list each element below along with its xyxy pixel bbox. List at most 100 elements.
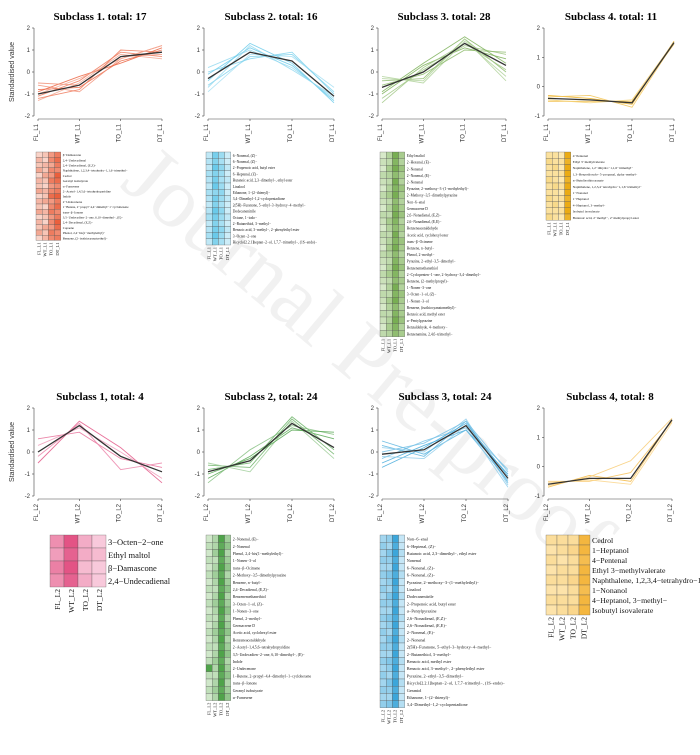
x-tick-label: FL_L1 — [34, 123, 40, 141]
heatmap-cell — [552, 213, 559, 221]
heatmap-cell — [392, 700, 399, 708]
heatmap-row-label: 2,6−Nonadienal, (E,E)− — [407, 623, 448, 629]
heatmap-row-label: Germacrene D — [233, 624, 255, 628]
panel-title: Subclass 3, total: 24 — [399, 391, 492, 403]
heatmap-row-label: 4−Heptanol, 3−methyl− — [592, 596, 668, 605]
heatmap-cell — [35, 198, 43, 205]
heatmap-cell — [91, 573, 107, 588]
heatmap-cell — [218, 570, 225, 579]
heatmap-cell — [558, 151, 565, 159]
heatmap-cell — [392, 542, 399, 550]
x-tick-label: TO_L2 — [288, 503, 294, 522]
heatmap-cell — [218, 678, 225, 687]
heatmap-cell — [218, 534, 225, 543]
heatmap-cell — [398, 570, 405, 579]
heatmap-cell — [218, 621, 225, 629]
heatmap-cell — [42, 209, 49, 215]
heatmap-row-label: Benzene, (2−methylpropyl)− — [407, 280, 449, 285]
heatmap-cell — [398, 297, 405, 304]
heatmap-cell — [379, 297, 387, 304]
heatmap-cell — [77, 560, 93, 575]
heatmap-row-label: 1−Nonen−3−one — [233, 610, 259, 614]
heatmap-cell — [392, 244, 399, 252]
heatmap-cell — [379, 556, 387, 564]
heatmap-cell — [205, 578, 213, 586]
y-tick-label: 0 — [537, 85, 541, 91]
heatmap-cell — [398, 585, 405, 593]
heatmap-cell — [212, 657, 219, 665]
x-tick-label: TO_L2 — [462, 503, 468, 522]
x-tick-label: DT_L2 — [668, 503, 674, 522]
heatmap-cell — [392, 549, 399, 557]
heatmap-cell — [224, 606, 231, 615]
heatmap-col-label: TO_L1 — [393, 339, 398, 352]
heatmap-cell — [218, 592, 225, 600]
heatmap-cell — [218, 686, 225, 694]
x-tick-label: WT_L2 — [585, 503, 591, 523]
heatmap-cell — [224, 164, 231, 171]
heatmap-row-label: Bicyclo[2.2.1]heptan−2−ol, 1,7,7−trimeth… — [233, 241, 317, 246]
heatmap-cell — [398, 650, 405, 658]
heatmap-cell — [48, 157, 55, 163]
heatmap: β−Damascone2,4−Undecadienal2,4−Undecadie… — [35, 151, 129, 257]
heatmap-cell — [567, 594, 580, 606]
heatmap-cell — [398, 277, 405, 285]
heatmap-col-label: DT_L1 — [565, 222, 570, 235]
heatmap-row-label: 2,4−Undecadienal, (E,Z)− — [63, 163, 97, 168]
heatmap-cell — [379, 171, 387, 179]
heatmap-cell — [205, 570, 213, 579]
heatmap-cell — [545, 207, 553, 215]
heatmap-cell — [212, 678, 219, 687]
heatmap-row-label: 2,4−Undecadienal — [108, 576, 171, 586]
heatmap-cell — [54, 177, 61, 184]
heatmap-row-label: 1−Nonen−3−ol — [407, 299, 429, 303]
x-tick-label: TO_L2 — [627, 503, 633, 522]
heatmap-cell — [212, 542, 219, 550]
heatmap-cell — [398, 217, 405, 225]
heatmap-cell — [218, 657, 225, 665]
heatmap-cell — [224, 213, 231, 221]
heatmap-cell — [392, 158, 399, 166]
heatmap-cell — [392, 693, 399, 701]
heatmap-cell — [398, 257, 405, 265]
heatmap-cell — [392, 237, 399, 245]
heatmap-cell — [392, 614, 399, 622]
heatmap-cell — [379, 578, 387, 586]
heatmap-cell — [224, 563, 231, 572]
heatmap-cell — [35, 219, 43, 225]
heatmap-cell — [398, 592, 405, 600]
heatmap-cell — [558, 164, 565, 171]
heatmap-row-label: 2(5H)−Furanone, 5−ethyl−3−hydroxy−4−meth… — [407, 645, 492, 651]
heatmap-cell — [386, 642, 393, 651]
heatmap-cell — [379, 628, 387, 636]
heatmap-cell — [35, 183, 43, 189]
heatmap-cell — [224, 664, 231, 672]
heatmap-cell — [54, 167, 61, 173]
heatmap-cell — [218, 635, 225, 644]
heatmap-row-label: 2−Undecenone — [63, 200, 83, 204]
heatmap-cell — [42, 235, 49, 241]
heatmap-cell — [392, 664, 399, 672]
heatmap-cell — [379, 290, 387, 298]
heatmap-cell — [218, 182, 225, 190]
heatmap-col-label: DT_L1 — [55, 242, 60, 255]
heatmap-row-label: Ethyl maltol — [407, 154, 425, 158]
heatmap-cell — [379, 237, 387, 245]
heatmap-cell — [386, 585, 393, 593]
heatmap-cell — [205, 549, 213, 557]
heatmap-cell — [224, 220, 231, 227]
heatmap-cell — [54, 219, 61, 225]
y-tick-label: 0 — [27, 70, 31, 76]
heatmap-cell — [545, 544, 558, 556]
heatmap-cell — [398, 283, 405, 291]
heatmap-row-label: α−Farnesene — [63, 184, 80, 188]
heatmap-row-label: Acetic acid, cyclohexyl ester — [233, 631, 278, 636]
heatmap-row-label: Linalool — [233, 185, 245, 189]
heatmap-cell — [48, 198, 55, 205]
heatmap-row-label: 2,6−Nonadienal, (E,E)− — [407, 220, 442, 225]
heatmap-row-label: Copaene — [63, 226, 75, 230]
heatmap-row-label: 1−Nonanol — [592, 586, 628, 595]
heatmap-cell — [42, 214, 49, 220]
series-line — [547, 42, 675, 108]
